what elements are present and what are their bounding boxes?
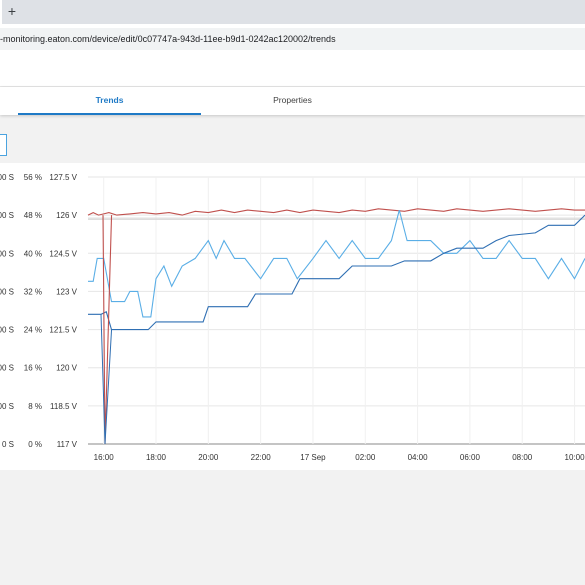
y-tick-label: 56 % xyxy=(24,173,42,182)
y-tick-label: 0 % xyxy=(28,440,42,449)
y-tick-label: 32 % xyxy=(24,287,42,296)
y-tick-label: 117 V xyxy=(57,440,78,449)
series-dropout-blue xyxy=(100,314,113,445)
x-tick-label: 02:00 xyxy=(355,453,376,462)
new-tab-button[interactable]: + xyxy=(7,3,17,19)
address-bar[interactable]: -monitoring.eaton.com/device/edit/0c0774… xyxy=(0,28,585,50)
y-tick-label: 118.5 V xyxy=(50,402,78,411)
y-tick-label: 123 V xyxy=(56,287,78,296)
y-tick-label: 00 S xyxy=(0,211,14,220)
url-text[interactable]: -monitoring.eaton.com/device/edit/0c0774… xyxy=(0,34,336,44)
y-tick-label: 48 % xyxy=(24,211,42,220)
y-tick-label: 121.5 V xyxy=(49,326,77,335)
x-tick-label: 06:00 xyxy=(460,453,481,462)
y-tick-label: 126 V xyxy=(56,211,78,220)
browser-tab[interactable] xyxy=(0,0,2,24)
y-tick-label: 00 S xyxy=(0,287,14,296)
x-tick-label: 20:00 xyxy=(198,453,219,462)
tab-properties[interactable]: Properties xyxy=(273,95,312,105)
x-tick-label: 08:00 xyxy=(512,453,533,462)
trend-chart: 0 S 0 % 117 V 00 S 8 % 118.5 V 00 S 16 % 120 V 00… xyxy=(0,163,585,470)
y-tick-label: 120 V xyxy=(56,364,78,373)
y-tick-label: 00 S xyxy=(0,402,14,411)
y-tick-label: 00 S xyxy=(0,326,14,335)
tab-trends[interactable]: Trends xyxy=(95,95,124,105)
x-tick-label: 22:00 xyxy=(251,453,272,462)
series-line-2 xyxy=(88,214,585,331)
y-tick-label: 00 S xyxy=(0,249,14,258)
x-tick-label: 04:00 xyxy=(408,453,429,462)
series-line-1 xyxy=(88,209,585,318)
y-tick-label: 124.5 V xyxy=(49,249,77,258)
device-tabs: Trends Properties xyxy=(0,87,585,115)
y-tick-label: 00 S xyxy=(0,364,14,373)
browser-tab-strip: + xyxy=(0,0,585,24)
y-tick-label: 8 % xyxy=(28,402,42,411)
x-tick-label: 10:00 xyxy=(565,453,585,462)
y-tick-label: 127.5 V xyxy=(49,173,77,182)
y-tick-label: 24 % xyxy=(24,326,42,335)
series-line-0 xyxy=(87,208,585,216)
app-header xyxy=(0,54,585,87)
y-tick-label: 00 S xyxy=(0,173,14,182)
x-tick-label: 16:00 xyxy=(94,453,115,462)
y-tick-label: 0 S xyxy=(2,440,14,449)
x-tick-label: 17 Sep xyxy=(300,453,326,462)
time-range-control[interactable] xyxy=(0,134,7,156)
x-tick-label: 18:00 xyxy=(146,453,167,462)
y-tick-label: 16 % xyxy=(24,364,42,373)
active-tab-indicator xyxy=(18,113,201,115)
trend-chart-svg: 0 S 0 % 117 V 00 S 8 % 118.5 V 00 S 16 % 120 V 00… xyxy=(0,173,585,462)
y-tick-label: 40 % xyxy=(24,249,42,258)
